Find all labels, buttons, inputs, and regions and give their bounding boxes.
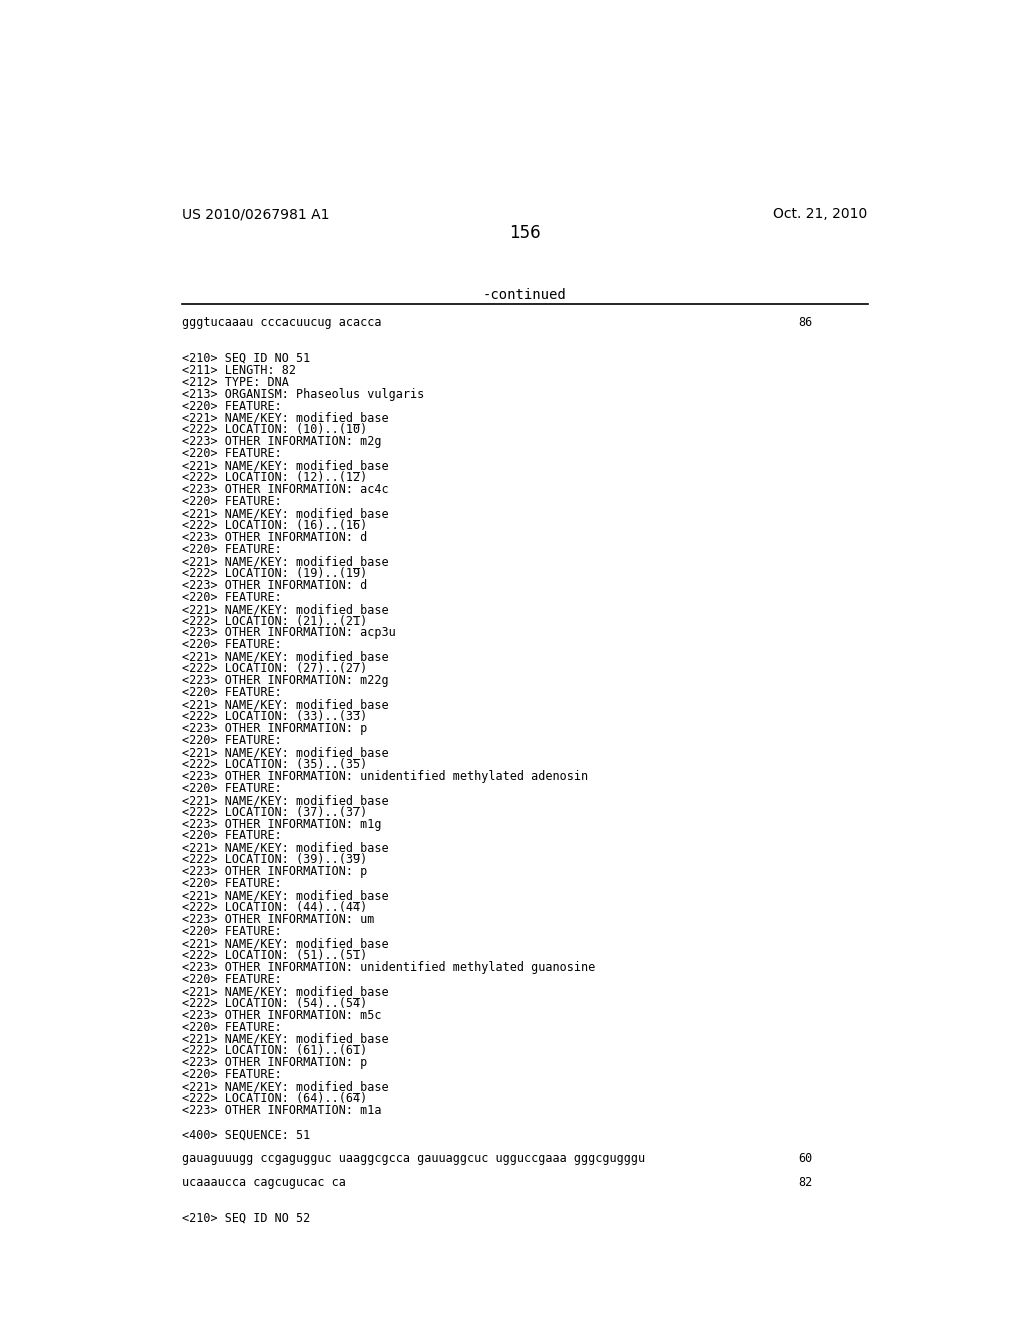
Text: <221> NAME/KEY: modified_base: <221> NAME/KEY: modified_base [182,602,388,615]
Text: gauaguuugg ccgagugguc uaaggcgcca gauuaggcuc ugguccgaaa gggcgugggu: gauaguuugg ccgagugguc uaaggcgcca gauuagg… [182,1152,645,1166]
Text: <223> OTHER INFORMATION: p: <223> OTHER INFORMATION: p [182,1056,368,1069]
Text: <221> NAME/KEY: modified_base: <221> NAME/KEY: modified_base [182,841,388,854]
Text: <220> FEATURE:: <220> FEATURE: [182,400,282,413]
Text: <221> NAME/KEY: modified_base: <221> NAME/KEY: modified_base [182,698,388,711]
Text: <223> OTHER INFORMATION: m22g: <223> OTHER INFORMATION: m22g [182,675,388,688]
Text: <221> NAME/KEY: modified_base: <221> NAME/KEY: modified_base [182,554,388,568]
Text: <223> OTHER INFORMATION: m5c: <223> OTHER INFORMATION: m5c [182,1008,382,1022]
Text: <221> NAME/KEY: modified_base: <221> NAME/KEY: modified_base [182,793,388,807]
Text: <222> LOCATION: (44)..(44): <222> LOCATION: (44)..(44) [182,902,368,915]
Text: <222> LOCATION: (12)..(12): <222> LOCATION: (12)..(12) [182,471,368,484]
Text: <222> LOCATION: (19)..(19): <222> LOCATION: (19)..(19) [182,566,368,579]
Text: <223> OTHER INFORMATION: d: <223> OTHER INFORMATION: d [182,531,368,544]
Text: <223> OTHER INFORMATION: ac4c: <223> OTHER INFORMATION: ac4c [182,483,388,496]
Text: <220> FEATURE:: <220> FEATURE: [182,686,282,700]
Text: <211> LENGTH: 82: <211> LENGTH: 82 [182,364,296,376]
Text: <221> NAME/KEY: modified_base: <221> NAME/KEY: modified_base [182,890,388,902]
Text: <223> OTHER INFORMATION: m1g: <223> OTHER INFORMATION: m1g [182,817,382,830]
Text: 82: 82 [799,1176,813,1189]
Text: <220> FEATURE:: <220> FEATURE: [182,1068,282,1081]
Text: <220> FEATURE:: <220> FEATURE: [182,829,282,842]
Text: 60: 60 [799,1152,813,1166]
Text: <222> LOCATION: (10)..(10): <222> LOCATION: (10)..(10) [182,424,368,437]
Text: gggtucaaau cccacuucug acacca: gggtucaaau cccacuucug acacca [182,315,382,329]
Text: <221> NAME/KEY: modified_base: <221> NAME/KEY: modified_base [182,746,388,759]
Text: <213> ORGANISM: Phaseolus vulgaris: <213> ORGANISM: Phaseolus vulgaris [182,388,424,400]
Text: <222> LOCATION: (35)..(35): <222> LOCATION: (35)..(35) [182,758,368,771]
Text: -continued: -continued [483,289,566,302]
Text: <221> NAME/KEY: modified_base: <221> NAME/KEY: modified_base [182,412,388,425]
Text: <212> TYPE: DNA: <212> TYPE: DNA [182,376,289,388]
Text: <222> LOCATION: (61)..(61): <222> LOCATION: (61)..(61) [182,1044,368,1057]
Text: Oct. 21, 2010: Oct. 21, 2010 [773,207,867,222]
Text: <223> OTHER INFORMATION: p: <223> OTHER INFORMATION: p [182,722,368,735]
Text: <222> LOCATION: (37)..(37): <222> LOCATION: (37)..(37) [182,805,368,818]
Text: <220> FEATURE:: <220> FEATURE: [182,590,282,603]
Text: 86: 86 [799,315,813,329]
Text: <210> SEQ ID NO 52: <210> SEQ ID NO 52 [182,1212,310,1225]
Text: <222> LOCATION: (64)..(64): <222> LOCATION: (64)..(64) [182,1092,368,1105]
Text: <222> LOCATION: (33)..(33): <222> LOCATION: (33)..(33) [182,710,368,723]
Text: <400> SEQUENCE: 51: <400> SEQUENCE: 51 [182,1129,310,1140]
Text: <222> LOCATION: (54)..(54): <222> LOCATION: (54)..(54) [182,997,368,1010]
Text: <221> NAME/KEY: modified_base: <221> NAME/KEY: modified_base [182,937,388,950]
Text: <223> OTHER INFORMATION: um: <223> OTHER INFORMATION: um [182,913,375,927]
Text: <220> FEATURE:: <220> FEATURE: [182,1020,282,1034]
Text: <220> FEATURE:: <220> FEATURE: [182,639,282,651]
Text: <221> NAME/KEY: modified_base: <221> NAME/KEY: modified_base [182,1032,388,1045]
Text: <220> FEATURE:: <220> FEATURE: [182,447,282,461]
Text: <221> NAME/KEY: modified_base: <221> NAME/KEY: modified_base [182,651,388,664]
Text: <220> FEATURE:: <220> FEATURE: [182,781,282,795]
Text: <221> NAME/KEY: modified_base: <221> NAME/KEY: modified_base [182,459,388,473]
Text: <222> LOCATION: (27)..(27): <222> LOCATION: (27)..(27) [182,663,368,676]
Text: <223> OTHER INFORMATION: unidentified methylated guanosine: <223> OTHER INFORMATION: unidentified me… [182,961,595,974]
Text: <223> OTHER INFORMATION: p: <223> OTHER INFORMATION: p [182,866,368,878]
Text: <210> SEQ ID NO 51: <210> SEQ ID NO 51 [182,351,310,364]
Text: <220> FEATURE:: <220> FEATURE: [182,925,282,939]
Text: <220> FEATURE:: <220> FEATURE: [182,543,282,556]
Text: ucaaaucca cagcugucac ca: ucaaaucca cagcugucac ca [182,1176,346,1189]
Text: <222> LOCATION: (39)..(39): <222> LOCATION: (39)..(39) [182,853,368,866]
Text: <223> OTHER INFORMATION: m2g: <223> OTHER INFORMATION: m2g [182,436,382,449]
Text: <223> OTHER INFORMATION: d: <223> OTHER INFORMATION: d [182,578,368,591]
Text: <221> NAME/KEY: modified_base: <221> NAME/KEY: modified_base [182,985,388,998]
Text: <223> OTHER INFORMATION: m1a: <223> OTHER INFORMATION: m1a [182,1104,382,1117]
Text: <222> LOCATION: (16)..(16): <222> LOCATION: (16)..(16) [182,519,368,532]
Text: US 2010/0267981 A1: US 2010/0267981 A1 [182,207,330,222]
Text: <220> FEATURE:: <220> FEATURE: [182,878,282,890]
Text: <221> NAME/KEY: modified_base: <221> NAME/KEY: modified_base [182,507,388,520]
Text: <221> NAME/KEY: modified_base: <221> NAME/KEY: modified_base [182,1080,388,1093]
Text: <220> FEATURE:: <220> FEATURE: [182,495,282,508]
Text: 156: 156 [509,224,541,243]
Text: <223> OTHER INFORMATION: acp3u: <223> OTHER INFORMATION: acp3u [182,627,395,639]
Text: <220> FEATURE:: <220> FEATURE: [182,973,282,986]
Text: <222> LOCATION: (21)..(21): <222> LOCATION: (21)..(21) [182,615,368,627]
Text: <222> LOCATION: (51)..(51): <222> LOCATION: (51)..(51) [182,949,368,962]
Text: <220> FEATURE:: <220> FEATURE: [182,734,282,747]
Text: <223> OTHER INFORMATION: unidentified methylated adenosin: <223> OTHER INFORMATION: unidentified me… [182,770,588,783]
